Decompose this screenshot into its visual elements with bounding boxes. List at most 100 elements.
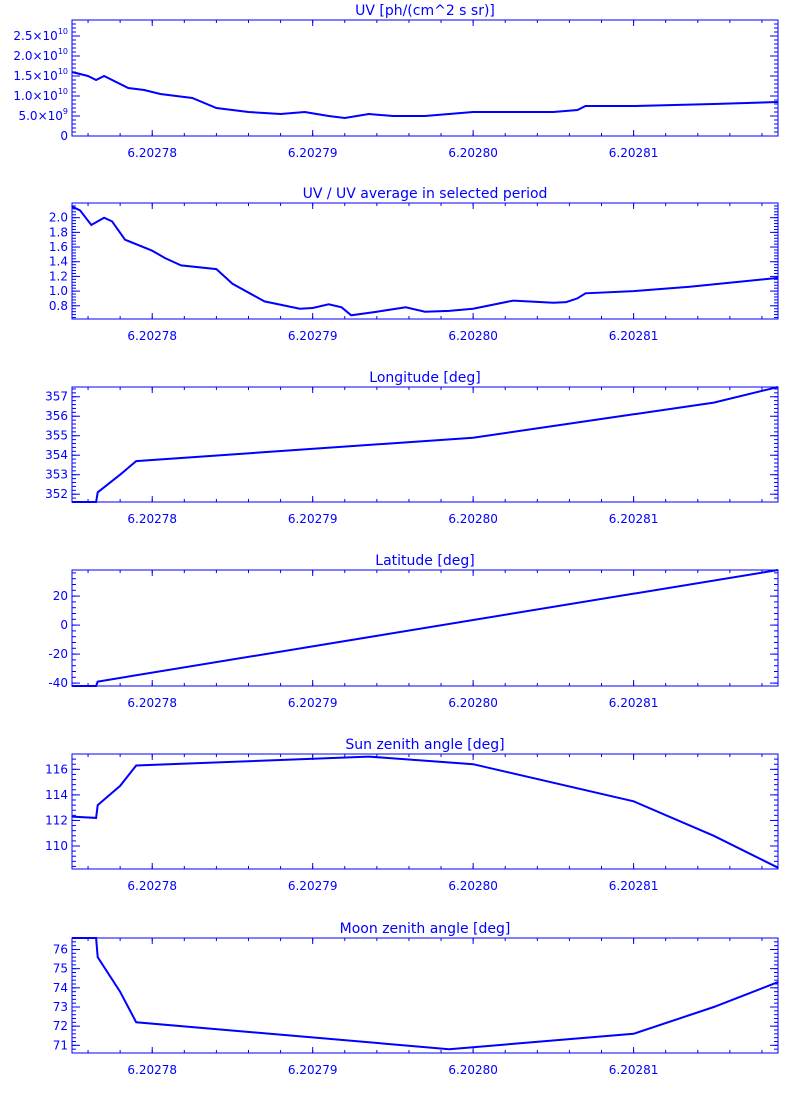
- data-point: [777, 101, 779, 103]
- y-tick-label: 74: [53, 981, 68, 995]
- y-tick-label: 353: [45, 468, 68, 482]
- data-point: [552, 111, 554, 113]
- y-tick-label: 0: [60, 618, 68, 632]
- data-point: [231, 283, 234, 285]
- data-point: [632, 1033, 635, 1035]
- data-point: [632, 413, 635, 415]
- data-point: [424, 115, 426, 117]
- data-point: [392, 115, 394, 117]
- data-point: [95, 79, 97, 81]
- plot-frame: [71, 937, 779, 1054]
- plot-frame: [71, 753, 779, 870]
- data-point: [135, 764, 137, 767]
- data-point: [103, 75, 105, 77]
- x-tick-label: 6.20279: [288, 879, 338, 893]
- x-tick-label: 6.20278: [127, 146, 177, 160]
- x-tick-label: 6.20281: [609, 879, 659, 893]
- y-tick-label: 355: [45, 429, 68, 443]
- chart-title: UV [ph/(cm^2 s sr)]: [355, 3, 495, 19]
- x-tick-label: 6.20279: [288, 329, 338, 343]
- data-point: [777, 386, 779, 388]
- data-point: [263, 300, 266, 302]
- x-tick-label: 6.20279: [288, 1063, 338, 1077]
- data-point: [191, 97, 193, 99]
- data-point: [632, 290, 635, 292]
- data-point: [135, 460, 137, 462]
- data-point: [111, 220, 113, 222]
- x-tick-label: 6.20281: [609, 696, 659, 710]
- x-tick-label: 6.20280: [448, 512, 498, 526]
- y-tick-base: 2.5×10: [13, 29, 57, 43]
- data-point: [87, 75, 89, 77]
- x-tick-label: 6.20280: [448, 146, 498, 160]
- data-point: [472, 308, 474, 310]
- data-point: [472, 763, 474, 765]
- chart-title: Sun zenith angle [deg]: [345, 737, 504, 753]
- y-tick-label: 1.0×1010: [13, 87, 68, 103]
- data-point: [103, 217, 105, 219]
- y-tick-exp: 9: [63, 107, 68, 116]
- data-point: [368, 755, 370, 758]
- data-point: [215, 268, 218, 270]
- chart-title: Moon zenith angle [deg]: [340, 921, 511, 937]
- y-tick-label: 112: [45, 813, 68, 827]
- data-point: [552, 302, 554, 304]
- y-tick-label: 1.2: [49, 269, 68, 283]
- x-tick-label: 6.20280: [448, 879, 498, 893]
- plot-frame: [71, 386, 779, 503]
- data-point: [90, 224, 92, 226]
- series-line: [71, 71, 779, 120]
- data-point: [119, 785, 121, 787]
- y-tick-label: 20: [53, 589, 68, 603]
- data-point: [344, 117, 346, 119]
- data-point: [143, 89, 145, 91]
- data-point: [279, 113, 282, 115]
- data-point: [151, 250, 153, 252]
- data-point: [777, 981, 779, 983]
- data-point: [777, 277, 779, 279]
- chart-panel-2: UV / UV average in selected period 6.2027…: [49, 186, 779, 343]
- data-point: [97, 681, 99, 683]
- data-point: [448, 310, 450, 312]
- y-tick-label: 71: [53, 1038, 68, 1052]
- data-point: [713, 1006, 715, 1008]
- y-tick-base: 1.5×10: [13, 69, 57, 83]
- y-tick-label: 0.8: [49, 299, 68, 313]
- data-point: [71, 816, 73, 818]
- data-point: [448, 1048, 450, 1050]
- x-tick-label: 6.20278: [127, 696, 177, 710]
- y-tick-base: 1.0×10: [13, 89, 57, 103]
- y-tick-label: 2.0: [49, 211, 68, 225]
- x-tick-label: 6.20281: [609, 329, 659, 343]
- y-tick-base: 2.0×10: [13, 49, 57, 63]
- data-point: [175, 95, 177, 97]
- y-tick-label: 357: [45, 390, 68, 404]
- data-point: [520, 111, 522, 113]
- data-point: [565, 301, 567, 303]
- data-point: [405, 306, 407, 308]
- data-point: [95, 937, 97, 939]
- y-tick-label: 2.5×1010: [13, 27, 68, 43]
- data-point: [312, 307, 314, 309]
- x-tick-label: 6.20279: [288, 146, 338, 160]
- series-line: [72, 386, 779, 503]
- x-tick-label: 6.20279: [288, 696, 338, 710]
- y-tick-label: 1.5×1010: [13, 67, 68, 83]
- data-point: [127, 87, 129, 89]
- chart-title: Latitude [deg]: [375, 553, 474, 569]
- data-point: [95, 817, 97, 819]
- data-point: [247, 111, 250, 113]
- y-tick-label: 116: [45, 762, 68, 776]
- y-tick-label: 73: [53, 1000, 68, 1014]
- y-tick-exp: 10: [58, 67, 68, 76]
- data-point: [304, 111, 306, 113]
- x-tick-label: 6.20278: [127, 879, 177, 893]
- data-point: [119, 991, 121, 993]
- data-point: [632, 800, 635, 802]
- data-point: [576, 297, 579, 300]
- plot-frame: [71, 19, 779, 137]
- y-tick-label: -40: [48, 676, 68, 690]
- y-tick-label: 75: [53, 962, 68, 976]
- data-point: [71, 206, 73, 208]
- data-point: [584, 105, 587, 107]
